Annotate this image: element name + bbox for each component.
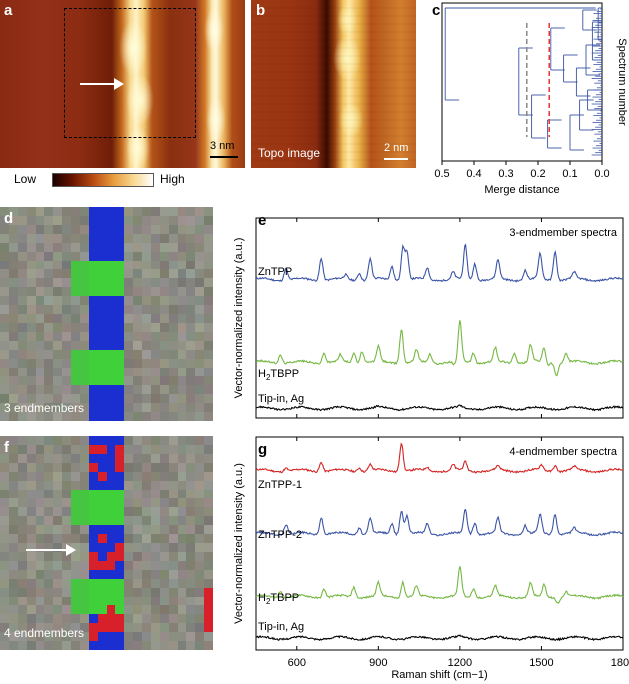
x-tick-label: 1200 — [448, 657, 472, 669]
panel-letter-c: c — [432, 2, 441, 19]
y-axis-label: Vector-normalized intensity (a.u.) — [233, 463, 245, 624]
plot-frame — [255, 217, 624, 419]
series-label-rest: TBPP — [270, 592, 299, 604]
arrow-icon — [80, 78, 124, 90]
x-tick-label: 1500 — [529, 657, 553, 669]
endmember-map-4 — [0, 436, 213, 650]
x-tick-label: 0.3 — [498, 168, 513, 180]
x-tick-label: 0.4 — [466, 168, 481, 180]
series-line-h2tbpp — [255, 320, 624, 377]
topography-image-b — [251, 0, 416, 168]
scale-bar-b-label: 2 nm — [384, 142, 409, 154]
subscript: 2 — [266, 597, 271, 606]
series-label-zntpp-2: ZnTPP-2 — [258, 529, 302, 541]
scale-bar-b — [384, 158, 408, 160]
x-tick-label: 600 — [288, 657, 306, 669]
panel-letter-g: g — [258, 441, 268, 458]
series-label-h2tbpp: H2TBPP — [258, 592, 299, 606]
panel-letter-a: a — [4, 2, 13, 19]
x-axis-label: Raman shift (cm−1) — [391, 669, 487, 681]
panel-letter-e: e — [258, 212, 267, 229]
series-label-h2tbpp: H2TBPP — [258, 368, 299, 382]
plot-frame — [255, 436, 624, 651]
panel-letter-b: b — [256, 2, 266, 19]
series-label-tip-in: Tip-in, Ag — [258, 621, 304, 633]
series-label-zntpp-1: ZnTPP-1 — [258, 479, 302, 491]
series-line-zntpp-2 — [255, 509, 624, 537]
panel-letter-f: f — [4, 439, 9, 456]
topo-caption: Topo image — [258, 146, 321, 160]
arrow-icon — [26, 544, 76, 556]
series-line-zntpp — [255, 243, 624, 283]
x-tick-label: 0.1 — [562, 168, 577, 180]
colorbar-high-label: High — [160, 172, 185, 186]
x-tick-label: 0.5 — [434, 168, 449, 180]
scale-bar — [210, 156, 238, 158]
x-tick-label: 0.0 — [594, 168, 609, 180]
selection-box — [64, 8, 196, 138]
dendrogram-chart: 0.5 0.4 0.3 0.2 0.1 0.0 Merge distance Spectrum… — [434, 2, 628, 196]
spectra-chart: 3-endmember spectra Vector-normalized int… — [233, 217, 629, 681]
y-axis-label: Spectrum number — [616, 38, 628, 126]
pixel-grid-overlay — [251, 7, 416, 161]
series-line-tip-in-ag — [255, 634, 624, 642]
x-tick-label: 0.2 — [530, 168, 545, 180]
map-d-caption: 3 endmembers — [4, 401, 85, 415]
x-axis-label: Merge distance — [484, 184, 559, 196]
panel-letter-d: d — [4, 210, 14, 227]
series-label-rest: TBPP — [270, 368, 299, 380]
series-label-zntpp: ZnTPP — [258, 266, 292, 278]
chart-title: 3-endmember spectra — [509, 227, 617, 239]
subscript: 2 — [266, 373, 271, 382]
series-label-tip-in: Tip-in, Ag — [258, 393, 304, 405]
scale-bar-label: 3 nm — [210, 140, 235, 152]
y-axis-label: Vector-normalized intensity (a.u.) — [233, 238, 245, 399]
series-line-tip-in-ag — [255, 404, 624, 412]
chart-title: 4-endmember spectra — [509, 446, 617, 458]
x-tick-label: 900 — [369, 657, 387, 669]
endmember-map-3 — [0, 207, 213, 421]
series-line-h2tbpp — [255, 566, 624, 604]
series-line-zntpp-1 — [255, 442, 624, 474]
x-tick-label: 1800 — [611, 657, 629, 669]
colorbar-low-label: Low — [14, 172, 37, 186]
map-f-caption: 4 endmembers — [4, 626, 85, 640]
dendrogram-frame — [441, 2, 603, 162]
colorbar — [52, 173, 154, 187]
